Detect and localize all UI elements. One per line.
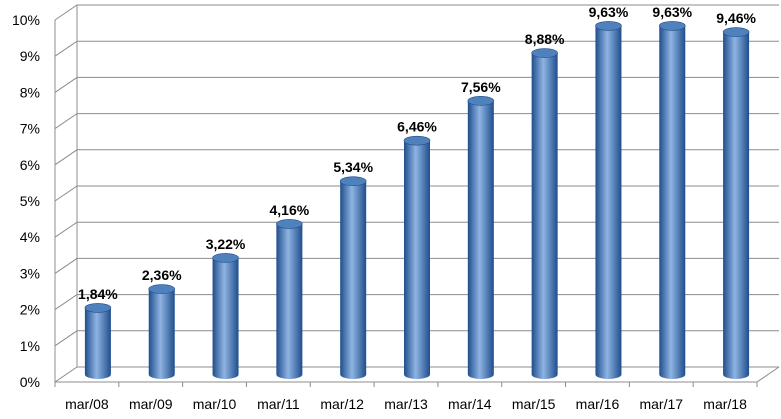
x-tick-label-6: mar/14 — [448, 396, 492, 412]
data-label-4: 5,34% — [333, 159, 373, 175]
bar-top-1 — [148, 284, 176, 294]
bar-body-8 — [595, 25, 622, 379]
x-tick-label-2: mar/10 — [193, 396, 237, 412]
x-tick-label-0: mar/08 — [65, 396, 109, 412]
y-tick-label-4: 4% — [20, 229, 40, 245]
x-tick-label-1: mar/09 — [129, 396, 173, 412]
data-label-10: 9,46% — [716, 10, 756, 26]
y-tick-label-6: 6% — [20, 157, 40, 173]
bar-mar/18 — [722, 27, 750, 379]
data-label-7: 8,88% — [525, 31, 565, 47]
y-tick-label-5: 5% — [20, 193, 40, 209]
bar-mar/08 — [84, 303, 112, 379]
data-label-8: 9,63% — [589, 4, 629, 20]
bar-mar/09 — [148, 284, 176, 379]
y-tick-label-9: 9% — [20, 48, 40, 64]
data-label-3: 4,16% — [270, 202, 310, 218]
data-label-1: 2,36% — [142, 267, 182, 283]
bar-mar/17 — [658, 21, 686, 379]
bar-mar/16 — [595, 21, 622, 379]
bar-body-0 — [84, 307, 111, 379]
x-tick-label-8: mar/16 — [576, 396, 620, 412]
bars-layer — [84, 21, 750, 379]
bar-top-4 — [339, 176, 367, 186]
bar-top-3 — [276, 219, 303, 229]
y-tick-label-3: 3% — [20, 265, 40, 281]
y-tick-label-2: 2% — [20, 302, 40, 318]
bar-mar/10 — [212, 253, 239, 379]
bar-body-10 — [723, 32, 750, 379]
y-tick-label-7: 7% — [20, 121, 40, 137]
x-tick-label-10: mar/18 — [703, 396, 747, 412]
axis-layer — [54, 5, 780, 387]
bar-body-7 — [531, 53, 558, 379]
bar-top-7 — [531, 48, 558, 58]
bar-body-4 — [340, 181, 367, 379]
y-tick-label-10: 10% — [12, 12, 40, 28]
bar-mar/11 — [276, 219, 303, 379]
bar-mar/12 — [339, 176, 367, 379]
labels-layer: 0% 1% 2% 3% 4% 5% 6% 7% 8% 9% 10% 1,84% mar/08 2,36% m… — [12, 4, 757, 412]
x-tick-label-4: mar/12 — [320, 396, 364, 412]
bar-mar/13 — [403, 135, 431, 379]
bar-top-8 — [595, 21, 622, 31]
x-tick-label-5: mar/13 — [384, 396, 428, 412]
y-tick-label-0: 0% — [20, 374, 40, 390]
bar-top-5 — [403, 135, 431, 146]
x-tick-label-7: mar/15 — [512, 396, 556, 412]
bar-body-1 — [148, 289, 175, 379]
bar-body-9 — [659, 25, 686, 379]
bar-top-0 — [84, 303, 112, 313]
bar-body-5 — [404, 140, 430, 379]
bar-mar/14 — [467, 96, 495, 379]
bar-top-10 — [722, 27, 750, 37]
x-tick-label-9: mar/17 — [639, 396, 683, 412]
bar-top-2 — [212, 253, 239, 263]
y-tick-label-1: 1% — [20, 338, 40, 354]
y-tick-label-8: 8% — [20, 84, 40, 100]
bar-top-9 — [658, 21, 686, 31]
data-label-0: 1,84% — [78, 286, 118, 302]
bar-top-6 — [467, 96, 495, 106]
data-label-2: 3,22% — [206, 236, 246, 252]
bar-mar/15 — [531, 48, 558, 379]
data-label-6: 7,56% — [461, 79, 501, 95]
bar-body-2 — [212, 257, 239, 379]
bar-body-3 — [276, 223, 303, 379]
data-label-9: 9,63% — [652, 4, 692, 20]
data-label-5: 6,46% — [397, 119, 437, 135]
bar-body-6 — [467, 100, 494, 379]
x-tick-label-3: mar/11 — [257, 396, 300, 412]
